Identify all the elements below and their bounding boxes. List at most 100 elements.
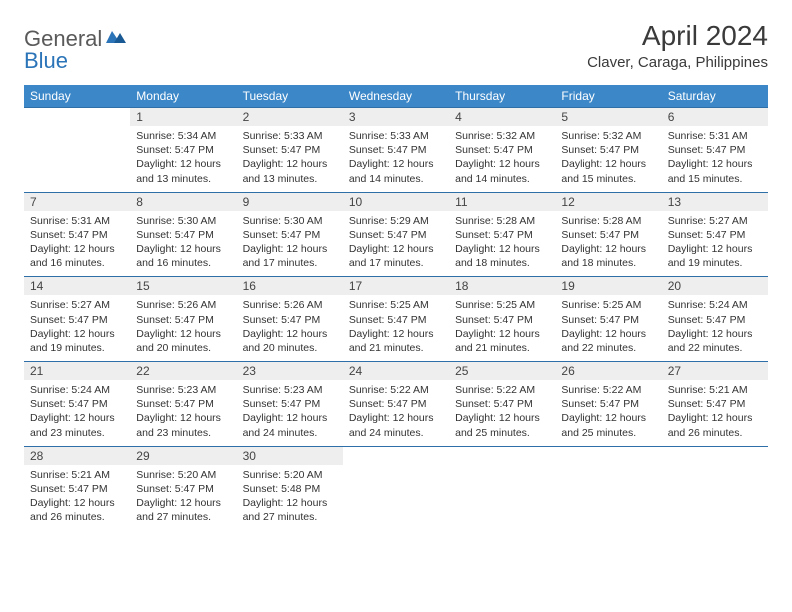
sunrise-text: Sunrise: 5:25 AM xyxy=(561,298,655,312)
daylight-text: Daylight: 12 hours xyxy=(561,242,655,256)
day-header: Thursday xyxy=(449,85,555,108)
day-number: 17 xyxy=(343,277,449,296)
sunrise-text: Sunrise: 5:31 AM xyxy=(668,129,762,143)
sunrise-text: Sunrise: 5:24 AM xyxy=(668,298,762,312)
day-number: 6 xyxy=(662,108,768,127)
day-cell xyxy=(662,465,768,531)
day-number xyxy=(555,446,661,465)
daylight-text-2: and 17 minutes. xyxy=(349,256,443,270)
day-cell: Sunrise: 5:30 AMSunset: 5:47 PMDaylight:… xyxy=(237,211,343,277)
day-cell: Sunrise: 5:26 AMSunset: 5:47 PMDaylight:… xyxy=(130,295,236,361)
day-cell: Sunrise: 5:32 AMSunset: 5:47 PMDaylight:… xyxy=(555,126,661,192)
daynum-row: 123456 xyxy=(24,108,768,127)
sunset-text: Sunset: 5:47 PM xyxy=(30,228,124,242)
day-number: 24 xyxy=(343,362,449,381)
daylight-text: Daylight: 12 hours xyxy=(349,242,443,256)
day-cell: Sunrise: 5:26 AMSunset: 5:47 PMDaylight:… xyxy=(237,295,343,361)
daylight-text-2: and 25 minutes. xyxy=(561,426,655,440)
daylight-text-2: and 23 minutes. xyxy=(136,426,230,440)
sunset-text: Sunset: 5:47 PM xyxy=(243,313,337,327)
day-cell xyxy=(449,465,555,531)
day-number: 19 xyxy=(555,277,661,296)
sunrise-text: Sunrise: 5:21 AM xyxy=(668,383,762,397)
sunset-text: Sunset: 5:47 PM xyxy=(668,228,762,242)
daylight-text: Daylight: 12 hours xyxy=(243,157,337,171)
day-number: 1 xyxy=(130,108,236,127)
day-number: 12 xyxy=(555,192,661,211)
day-header: Wednesday xyxy=(343,85,449,108)
sunset-text: Sunset: 5:47 PM xyxy=(243,228,337,242)
daylight-text: Daylight: 12 hours xyxy=(30,411,124,425)
daylight-text-2: and 13 minutes. xyxy=(136,172,230,186)
sunset-text: Sunset: 5:48 PM xyxy=(243,482,337,496)
location: Claver, Caraga, Philippines xyxy=(587,54,768,71)
sunrise-text: Sunrise: 5:31 AM xyxy=(30,214,124,228)
sunrise-text: Sunrise: 5:23 AM xyxy=(136,383,230,397)
daylight-text-2: and 22 minutes. xyxy=(668,341,762,355)
daynum-row: 21222324252627 xyxy=(24,362,768,381)
day-number xyxy=(449,446,555,465)
daylight-text: Daylight: 12 hours xyxy=(455,242,549,256)
sunset-text: Sunset: 5:47 PM xyxy=(30,313,124,327)
day-cell: Sunrise: 5:31 AMSunset: 5:47 PMDaylight:… xyxy=(24,211,130,277)
day-cell: Sunrise: 5:21 AMSunset: 5:47 PMDaylight:… xyxy=(24,465,130,531)
sunrise-text: Sunrise: 5:26 AM xyxy=(136,298,230,312)
daylight-text: Daylight: 12 hours xyxy=(349,327,443,341)
day-header-row: SundayMondayTuesdayWednesdayThursdayFrid… xyxy=(24,85,768,108)
day-cell: Sunrise: 5:22 AMSunset: 5:47 PMDaylight:… xyxy=(449,380,555,446)
sunrise-text: Sunrise: 5:20 AM xyxy=(243,468,337,482)
sunrise-text: Sunrise: 5:33 AM xyxy=(349,129,443,143)
day-cell: Sunrise: 5:24 AMSunset: 5:47 PMDaylight:… xyxy=(24,380,130,446)
day-number: 27 xyxy=(662,362,768,381)
daylight-text: Daylight: 12 hours xyxy=(455,411,549,425)
day-cell: Sunrise: 5:20 AMSunset: 5:47 PMDaylight:… xyxy=(130,465,236,531)
day-number: 10 xyxy=(343,192,449,211)
daylight-text: Daylight: 12 hours xyxy=(243,242,337,256)
daylight-text: Daylight: 12 hours xyxy=(136,496,230,510)
header: General April 2024 Claver, Caraga, Phili… xyxy=(24,20,768,71)
sunset-text: Sunset: 5:47 PM xyxy=(455,143,549,157)
sunrise-text: Sunrise: 5:27 AM xyxy=(30,298,124,312)
calendar-table: SundayMondayTuesdayWednesdayThursdayFrid… xyxy=(24,85,768,531)
sunset-text: Sunset: 5:47 PM xyxy=(30,397,124,411)
day-cell: Sunrise: 5:30 AMSunset: 5:47 PMDaylight:… xyxy=(130,211,236,277)
daylight-text: Daylight: 12 hours xyxy=(561,157,655,171)
sunrise-text: Sunrise: 5:26 AM xyxy=(243,298,337,312)
sunset-text: Sunset: 5:47 PM xyxy=(136,228,230,242)
sunset-text: Sunset: 5:47 PM xyxy=(136,482,230,496)
daylight-text-2: and 21 minutes. xyxy=(455,341,549,355)
daylight-text: Daylight: 12 hours xyxy=(668,411,762,425)
day-cell: Sunrise: 5:21 AMSunset: 5:47 PMDaylight:… xyxy=(662,380,768,446)
daylight-text: Daylight: 12 hours xyxy=(561,327,655,341)
day-number: 22 xyxy=(130,362,236,381)
sunset-text: Sunset: 5:47 PM xyxy=(136,143,230,157)
day-header: Monday xyxy=(130,85,236,108)
day-cell: Sunrise: 5:28 AMSunset: 5:47 PMDaylight:… xyxy=(555,211,661,277)
sunrise-text: Sunrise: 5:29 AM xyxy=(349,214,443,228)
day-cell: Sunrise: 5:25 AMSunset: 5:47 PMDaylight:… xyxy=(449,295,555,361)
daylight-text-2: and 13 minutes. xyxy=(243,172,337,186)
sunset-text: Sunset: 5:47 PM xyxy=(455,397,549,411)
daylight-text-2: and 23 minutes. xyxy=(30,426,124,440)
day-header: Sunday xyxy=(24,85,130,108)
daynum-row: 282930 xyxy=(24,446,768,465)
sunset-text: Sunset: 5:47 PM xyxy=(668,143,762,157)
day-number xyxy=(24,108,130,127)
daylight-text: Daylight: 12 hours xyxy=(30,327,124,341)
daynum-row: 78910111213 xyxy=(24,192,768,211)
day-number: 11 xyxy=(449,192,555,211)
sunrise-text: Sunrise: 5:30 AM xyxy=(243,214,337,228)
day-cell xyxy=(555,465,661,531)
day-number: 7 xyxy=(24,192,130,211)
daylight-text: Daylight: 12 hours xyxy=(668,327,762,341)
daylight-text: Daylight: 12 hours xyxy=(243,327,337,341)
sunrise-text: Sunrise: 5:20 AM xyxy=(136,468,230,482)
day-number: 29 xyxy=(130,446,236,465)
daylight-text: Daylight: 12 hours xyxy=(136,327,230,341)
daylight-text: Daylight: 12 hours xyxy=(243,496,337,510)
daylight-text: Daylight: 12 hours xyxy=(349,157,443,171)
daylight-text-2: and 19 minutes. xyxy=(668,256,762,270)
sunset-text: Sunset: 5:47 PM xyxy=(136,313,230,327)
sunset-text: Sunset: 5:47 PM xyxy=(668,397,762,411)
daylight-text-2: and 26 minutes. xyxy=(30,510,124,524)
